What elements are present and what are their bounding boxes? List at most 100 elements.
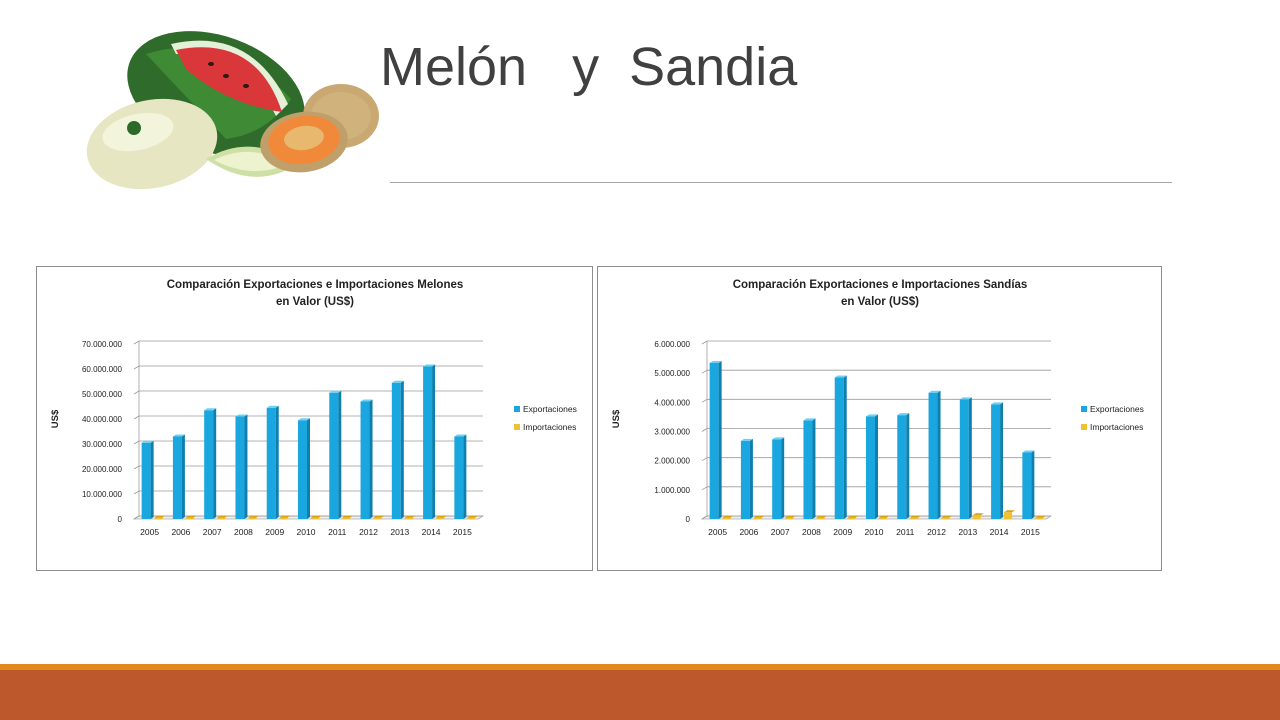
bar-exportaciones-side: [968, 397, 972, 519]
bar-exportaciones: [360, 401, 370, 519]
legend-swatch-exports: [514, 406, 520, 412]
bar-importaciones: [185, 517, 194, 519]
bar-exportaciones-top: [172, 434, 185, 437]
bar-exportaciones-side: [875, 414, 878, 519]
bar-exportaciones-side: [338, 390, 342, 519]
bar-exportaciones-side: [307, 418, 310, 519]
bar-importaciones-top: [972, 513, 984, 516]
bar-exportaciones: [772, 439, 782, 519]
bar-importaciones-top: [910, 515, 922, 518]
bar-importaciones: [311, 517, 319, 519]
bar-exportaciones: [298, 420, 307, 519]
bar-importaciones: [753, 517, 762, 519]
bar-exportaciones-side: [150, 440, 154, 519]
bar-exportaciones-top: [141, 440, 154, 443]
bar-exportaciones-top: [298, 418, 310, 421]
bar-exportaciones-side: [213, 408, 217, 519]
bar-exportaciones: [423, 366, 433, 519]
bar-exportaciones: [928, 392, 938, 519]
bar-exportaciones-side: [812, 418, 816, 519]
bar-importaciones-top: [785, 515, 797, 518]
bar-importaciones-top: [1035, 515, 1047, 518]
legend-label-imports: Importaciones: [1090, 422, 1143, 432]
legend-label-imports: Importaciones: [523, 422, 576, 432]
y-tick-label: 3.000.000: [654, 428, 690, 437]
legend: Exportaciones Importaciones: [514, 404, 577, 432]
bar-importaciones: [404, 517, 413, 519]
slide-title: Melón y Sandia: [380, 37, 798, 97]
x-tick-label: 2011: [896, 527, 915, 537]
x-tick-label: 2007: [771, 527, 790, 537]
y-tick-label: 0: [118, 515, 123, 524]
legend-label-exports: Exportaciones: [1090, 404, 1144, 414]
bar-exportaciones-side: [1031, 450, 1035, 519]
y-tick-label: 10.000.000: [82, 490, 123, 499]
y-tick-label: 6.000.000: [654, 340, 690, 349]
bar-importaciones-top: [185, 515, 197, 518]
bar-importaciones-top: [342, 515, 354, 518]
bar-exportaciones-top: [897, 413, 910, 416]
x-tick-label: 2008: [234, 527, 253, 537]
bar-exportaciones-top: [204, 408, 217, 411]
bar-exportaciones-top: [266, 405, 279, 408]
bar-importaciones-top: [941, 515, 953, 518]
bar-importaciones: [941, 517, 950, 519]
bar-exportaciones: [866, 416, 875, 519]
bar-importaciones: [467, 517, 476, 519]
bar-exportaciones: [740, 440, 750, 519]
bar-importaciones-top: [436, 515, 448, 518]
x-tick-label: 2006: [739, 527, 758, 537]
bar-exportaciones: [991, 404, 1001, 519]
y-tick-label: 4.000.000: [654, 398, 690, 407]
bar-importaciones: [248, 517, 257, 519]
bar-importaciones-top: [404, 515, 416, 518]
bar-exportaciones-side: [275, 405, 279, 519]
x-tick-label: 2007: [203, 527, 222, 537]
x-tick-label: 2005: [140, 527, 159, 537]
legend-label-exports: Exportaciones: [523, 404, 577, 414]
bar-importaciones-top: [1004, 510, 1016, 513]
bar-exportaciones: [897, 415, 907, 519]
y-tick-label: 50.000.000: [82, 390, 123, 399]
bar-exportaciones: [391, 382, 401, 519]
watermelon-chart: Comparación Exportaciones e Importacione…: [597, 266, 1162, 571]
bar-exportaciones-side: [369, 399, 373, 519]
bar-exportaciones: [329, 392, 339, 519]
bar-importaciones-top: [753, 515, 765, 518]
bar-exportaciones-side: [749, 438, 753, 519]
bar-exportaciones-top: [803, 418, 816, 421]
bar-importaciones-top: [467, 515, 479, 518]
legend-swatch-imports: [514, 424, 520, 430]
x-tick-label: 2012: [927, 527, 946, 537]
y-tick-label: 20.000.000: [82, 465, 123, 474]
chart-title-line2: en Valor (US$): [841, 296, 919, 308]
x-tick-label: 2015: [1021, 527, 1040, 537]
bar-importaciones-top: [722, 515, 734, 518]
title-divider: [390, 182, 1172, 183]
bar-importaciones: [154, 517, 163, 519]
bar-exportaciones: [803, 420, 813, 519]
x-tick-label: 2014: [990, 527, 1009, 537]
bar-importaciones: [1004, 512, 1013, 519]
footer-accent-stripe: [0, 664, 1280, 670]
bar-exportaciones-top: [709, 360, 722, 363]
bar-exportaciones: [235, 416, 245, 519]
bar-importaciones: [972, 515, 981, 519]
bar-exportaciones: [454, 436, 464, 519]
x-tick-label: 2009: [265, 527, 284, 537]
y-tick-label: 0: [686, 515, 691, 524]
y-tick-label: 40.000.000: [82, 415, 123, 424]
bar-importaciones-top: [847, 515, 859, 518]
bar-importaciones: [722, 517, 731, 519]
bar-exportaciones: [204, 410, 214, 519]
x-tick-label: 2015: [453, 527, 472, 537]
y-tick-label: 5.000.000: [654, 369, 690, 378]
x-tick-label: 2013: [390, 527, 409, 537]
x-tick-label: 2005: [708, 527, 727, 537]
bar-exportaciones: [709, 362, 719, 519]
chart-title-line2: en Valor (US$): [276, 296, 354, 308]
bar-importaciones-top: [248, 515, 260, 518]
bar-exportaciones-side: [718, 360, 722, 519]
x-tick-label: 2011: [328, 527, 347, 537]
bar-exportaciones-top: [991, 402, 1004, 405]
